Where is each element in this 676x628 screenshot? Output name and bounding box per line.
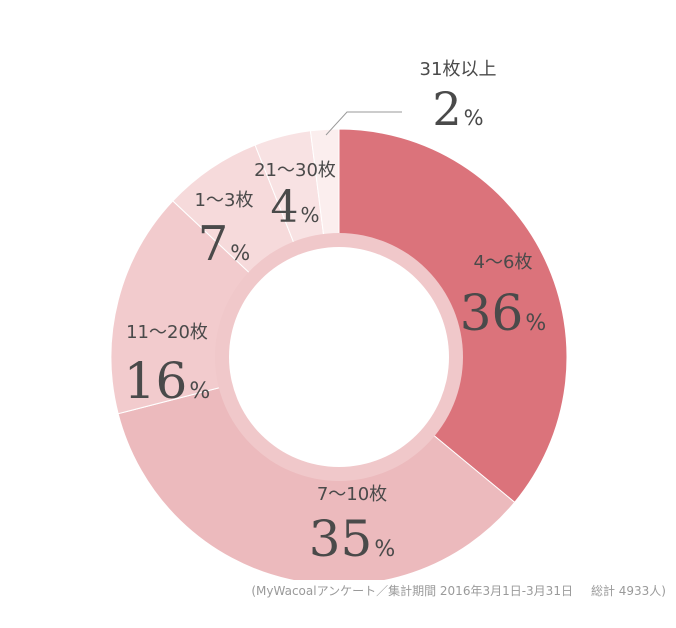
leader-line-31plus	[325, 111, 402, 136]
slice-label-1: 7〜10枚	[317, 484, 387, 505]
slice-value-4: 4%	[270, 182, 319, 233]
slice-label-4: 21〜30枚	[254, 160, 336, 181]
slice-label-2: 11〜20枚	[126, 322, 208, 343]
source-total: 総計 4933人)	[590, 584, 666, 598]
slice-label-0: 4〜6枚	[474, 252, 533, 273]
slice-label-3: 1〜3枚	[195, 190, 254, 211]
slice-value-1: 35%	[309, 510, 396, 568]
slice-value-2: 16%	[124, 352, 211, 410]
slice-value-3: 7%	[198, 216, 251, 272]
slice-label-5: 31枚以上	[420, 59, 497, 80]
donut-hole	[229, 247, 449, 467]
slice-value-0: 36%	[460, 284, 547, 342]
source-survey: (MyWacoalアンケート／集計期間 2016年3月1日-3月31日	[251, 584, 573, 598]
slice-value-5: 2%	[432, 82, 483, 136]
source-note: (MyWacoalアンケート／集計期間 2016年3月1日-3月31日 総計 49…	[251, 582, 666, 599]
